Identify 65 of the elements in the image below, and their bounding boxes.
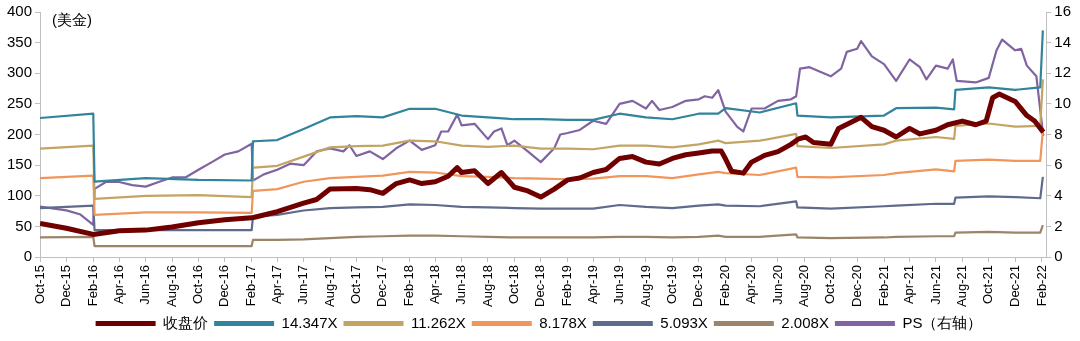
y2-tick-label: 0 [1054,247,1063,265]
legend-label: 14.347X [281,313,338,331]
x-tick-label: Apr-19 [584,265,600,305]
y-tick-label: 400 [7,2,33,20]
x-tick-label: Jun-20 [769,265,785,305]
x-tick-label: Feb-16 [84,265,100,307]
x-tick-label: Dec-15 [58,265,74,307]
x-tick-label: Aug-21 [953,265,969,307]
y2-tick-label: 8 [1054,124,1063,142]
x-tick-label: Aug-18 [479,265,495,307]
x-tick-label: Jun-21 [927,265,943,305]
y-tick-label: 0 [23,247,33,265]
x-tick-label: Oct-20 [822,265,838,305]
x-tick-label: Apr-21 [901,265,917,305]
x-tick-label: Aug-17 [321,265,337,307]
legend-label: 2.008X [781,313,829,331]
x-tick-label: Jun-16 [137,265,153,305]
x-tick-label: Jun-19 [611,265,627,305]
y-tick-label: 200 [7,124,33,142]
legend-label: PS（右轴） [902,313,983,331]
x-tick-label: Feb-20 [717,265,733,307]
x-tick-label: Oct-17 [347,265,363,305]
y-tick-label: 100 [7,185,33,203]
y2-tick-label: 2 [1054,216,1063,234]
y2-tick-label: 16 [1054,2,1071,20]
y-axis-title: (美金) [52,10,93,28]
x-tick-label: Dec-16 [216,265,232,307]
y-tick-label: 50 [15,216,33,234]
x-tick-label: Oct-21 [980,265,996,305]
x-tick-label: Aug-19 [637,265,653,307]
x-tick-label: Apr-17 [268,265,284,305]
y2-tick-label: 14 [1054,32,1071,50]
x-tick-label: Jun-18 [453,265,469,305]
x-tick-label: Oct-19 [663,265,679,305]
y2-tick-label: 10 [1054,94,1071,112]
x-tick-label: Feb-22 [1033,265,1049,307]
y2-tick-label: 4 [1054,185,1063,203]
x-tick-label: Aug-20 [795,265,811,307]
y-tick-label: 250 [7,94,33,112]
y-tick-label: 150 [7,155,33,173]
x-tick-label: Aug-16 [163,265,179,307]
x-tick-label: Apr-18 [426,265,442,305]
x-tick-label: Feb-18 [401,265,417,307]
x-tick-label: Apr-20 [743,265,759,305]
legend-label: 8.178X [539,313,587,331]
x-tick-label: Feb-17 [243,265,259,307]
y-tick-label: 350 [7,32,33,50]
y2-tick-label: 12 [1054,63,1071,81]
x-tick-label: Feb-19 [559,265,575,307]
x-tick-label: Apr-16 [110,265,126,305]
x-tick-label: Dec-18 [532,265,548,307]
legend-label: 收盘价 [163,313,209,331]
x-tick-label: Jun-17 [295,265,311,305]
x-tick-label: Dec-21 [1006,265,1022,307]
legend-label: 11.262X [410,313,466,331]
x-tick-label: Oct-15 [31,265,47,305]
x-tick-label: Dec-17 [374,265,390,307]
x-tick-label: Dec-19 [690,265,706,307]
x-tick-label: Oct-16 [190,265,206,305]
y2-tick-label: 6 [1054,155,1063,173]
x-tick-label: Feb-21 [875,265,891,307]
legend-label: 5.093X [660,313,708,331]
y-tick-label: 300 [7,63,33,81]
x-tick-label: Oct-18 [505,265,521,305]
x-tick-label: Dec-20 [848,265,864,307]
